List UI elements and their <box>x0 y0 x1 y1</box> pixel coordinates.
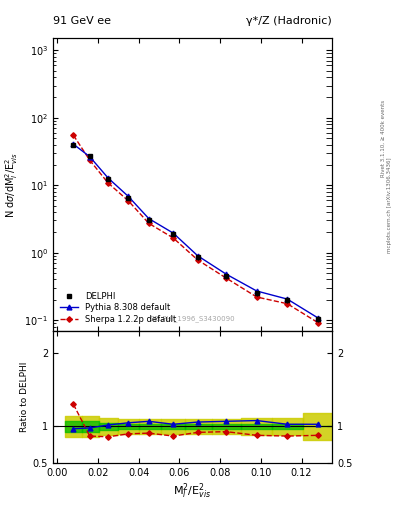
Y-axis label: N d$\sigma$/dM$^2_l$/E$^2_{vis}$: N d$\sigma$/dM$^2_l$/E$^2_{vis}$ <box>4 152 20 218</box>
Text: DELPHI_1996_S3430090: DELPHI_1996_S3430090 <box>150 315 235 322</box>
Text: γ*/Z (Hadronic): γ*/Z (Hadronic) <box>246 15 332 26</box>
Y-axis label: Ratio to DELPHI: Ratio to DELPHI <box>20 362 29 432</box>
Legend: DELPHI, Pythia 8.308 default, Sherpa 1.2.2p default: DELPHI, Pythia 8.308 default, Sherpa 1.2… <box>57 289 178 326</box>
Text: 91 GeV ee: 91 GeV ee <box>53 15 111 26</box>
Text: Rivet 3.1.10, ≥ 400k events: Rivet 3.1.10, ≥ 400k events <box>381 100 386 177</box>
Text: mcplots.cern.ch [arXiv:1306.3436]: mcplots.cern.ch [arXiv:1306.3436] <box>387 157 391 252</box>
X-axis label: M$^2_l$/E$^2_{vis}$: M$^2_l$/E$^2_{vis}$ <box>173 481 212 501</box>
